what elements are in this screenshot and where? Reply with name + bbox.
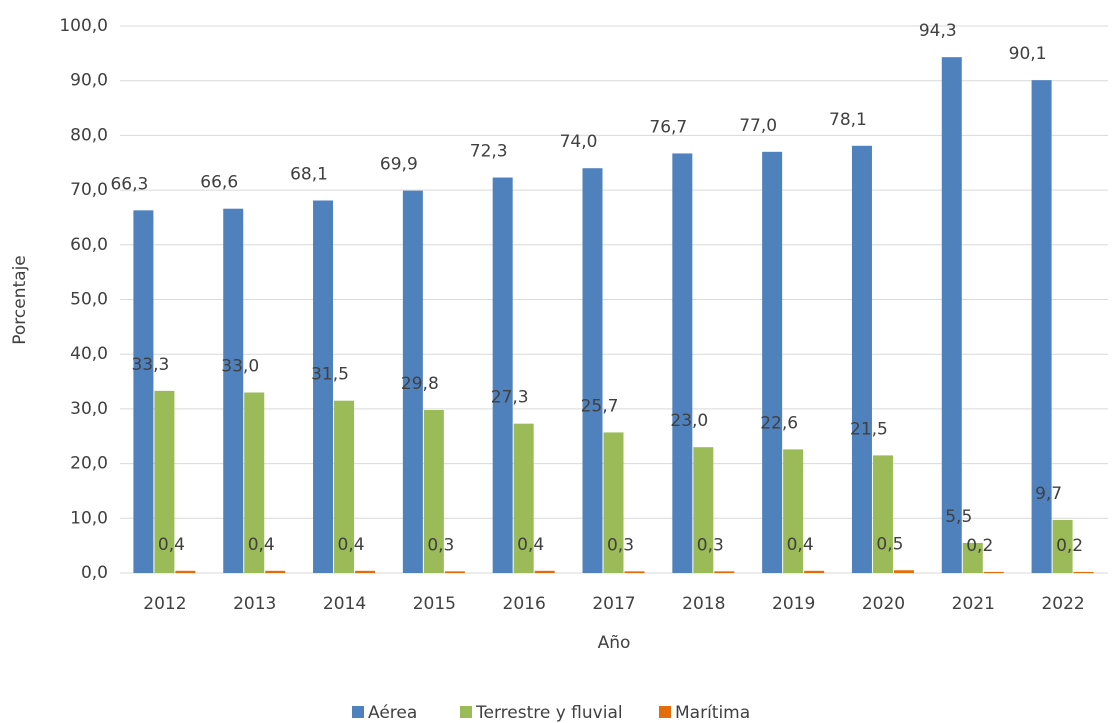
data-label: 66,6 [200, 173, 238, 193]
data-label: 72,3 [470, 142, 508, 162]
bar [983, 571, 1004, 573]
bar [672, 153, 693, 574]
bar [154, 390, 175, 573]
bar [582, 168, 603, 573]
bar [851, 145, 872, 573]
x-tick-label: 2015 [413, 594, 456, 614]
y-tick-label: 10,0 [70, 508, 108, 528]
bar [783, 449, 804, 573]
x-tick-label: 2016 [503, 594, 546, 614]
y-tick-label: 50,0 [70, 290, 108, 310]
bar [962, 542, 983, 573]
data-label: 31,5 [311, 365, 349, 385]
data-label: 22,6 [760, 413, 798, 433]
data-label: 33,0 [221, 356, 259, 376]
legend-swatch [460, 706, 472, 718]
data-label: 0,3 [427, 535, 454, 555]
x-tick-label: 2013 [233, 594, 276, 614]
bar [402, 190, 423, 573]
bar [133, 210, 154, 574]
data-label: 0,3 [697, 535, 724, 555]
bar [313, 200, 334, 574]
bar [244, 392, 265, 573]
bar [534, 570, 555, 573]
y-tick-label: 80,0 [70, 125, 108, 145]
data-label: 0,4 [338, 535, 365, 555]
data-label: 0,4 [787, 535, 814, 555]
bar [265, 570, 286, 573]
bar [603, 432, 624, 573]
data-label: 0,2 [966, 536, 993, 556]
bar [624, 571, 645, 573]
y-tick-label: 100,0 [59, 16, 108, 36]
bar [175, 570, 196, 573]
data-label: 5,5 [945, 507, 972, 527]
data-label: 74,0 [560, 132, 598, 152]
bar [223, 208, 244, 573]
bar [714, 571, 735, 573]
legend-swatch [659, 706, 671, 718]
data-label: 0,4 [517, 535, 544, 555]
x-axis-title: Año [598, 633, 631, 653]
legend-label: Aérea [368, 703, 417, 723]
bar [444, 571, 465, 573]
data-label: 69,9 [380, 155, 418, 175]
data-label: 25,7 [581, 396, 619, 416]
bar [1052, 519, 1073, 573]
data-label: 27,3 [491, 388, 529, 408]
bar [893, 570, 914, 573]
x-tick-label: 2020 [862, 594, 905, 614]
x-tick-label: 2019 [772, 594, 815, 614]
bar [1031, 80, 1052, 573]
bar [355, 570, 376, 573]
data-label: 0,5 [876, 534, 903, 554]
data-label: 68,1 [290, 164, 328, 184]
legend-swatch [352, 706, 364, 718]
x-tick-label: 2018 [682, 594, 725, 614]
y-tick-label: 60,0 [70, 235, 108, 255]
data-label: 77,0 [739, 116, 777, 136]
data-label: 0,4 [158, 535, 185, 555]
bar [872, 455, 893, 573]
data-label: 0,2 [1056, 536, 1083, 556]
legend-label: Marítima [675, 703, 750, 723]
legend-label: Terrestre y fluvial [475, 703, 623, 723]
data-label: 29,8 [401, 374, 439, 394]
x-tick-label: 2021 [952, 594, 995, 614]
data-label: 76,7 [649, 117, 687, 137]
x-tick-label: 2022 [1041, 594, 1084, 614]
x-tick-label: 2017 [592, 594, 635, 614]
bar [941, 57, 962, 573]
bar [423, 409, 444, 573]
x-tick-label: 2014 [323, 594, 366, 614]
data-label: 0,4 [248, 535, 275, 555]
data-label: 23,0 [670, 411, 708, 431]
data-label: 0,3 [607, 535, 634, 555]
data-label: 90,1 [1009, 44, 1047, 64]
data-label: 94,3 [919, 21, 957, 41]
bar [693, 447, 714, 573]
x-tick-label: 2012 [143, 594, 186, 614]
y-tick-label: 0,0 [81, 563, 108, 583]
bar [513, 423, 534, 573]
y-tick-label: 20,0 [70, 454, 108, 474]
data-label: 9,7 [1035, 484, 1062, 504]
bar [492, 177, 513, 574]
data-label: 78,1 [829, 110, 867, 130]
data-label: 66,3 [110, 174, 148, 194]
y-tick-label: 40,0 [70, 344, 108, 364]
y-tick-label: 30,0 [70, 399, 108, 419]
bar [804, 570, 825, 573]
y-axis-title: Porcentaje [10, 255, 30, 345]
bar [1073, 571, 1094, 573]
data-label: 21,5 [850, 419, 888, 439]
bar [334, 400, 355, 573]
y-tick-label: 70,0 [70, 180, 108, 200]
bar [762, 151, 783, 573]
data-label: 33,3 [131, 355, 169, 375]
y-tick-label: 90,0 [70, 71, 108, 91]
